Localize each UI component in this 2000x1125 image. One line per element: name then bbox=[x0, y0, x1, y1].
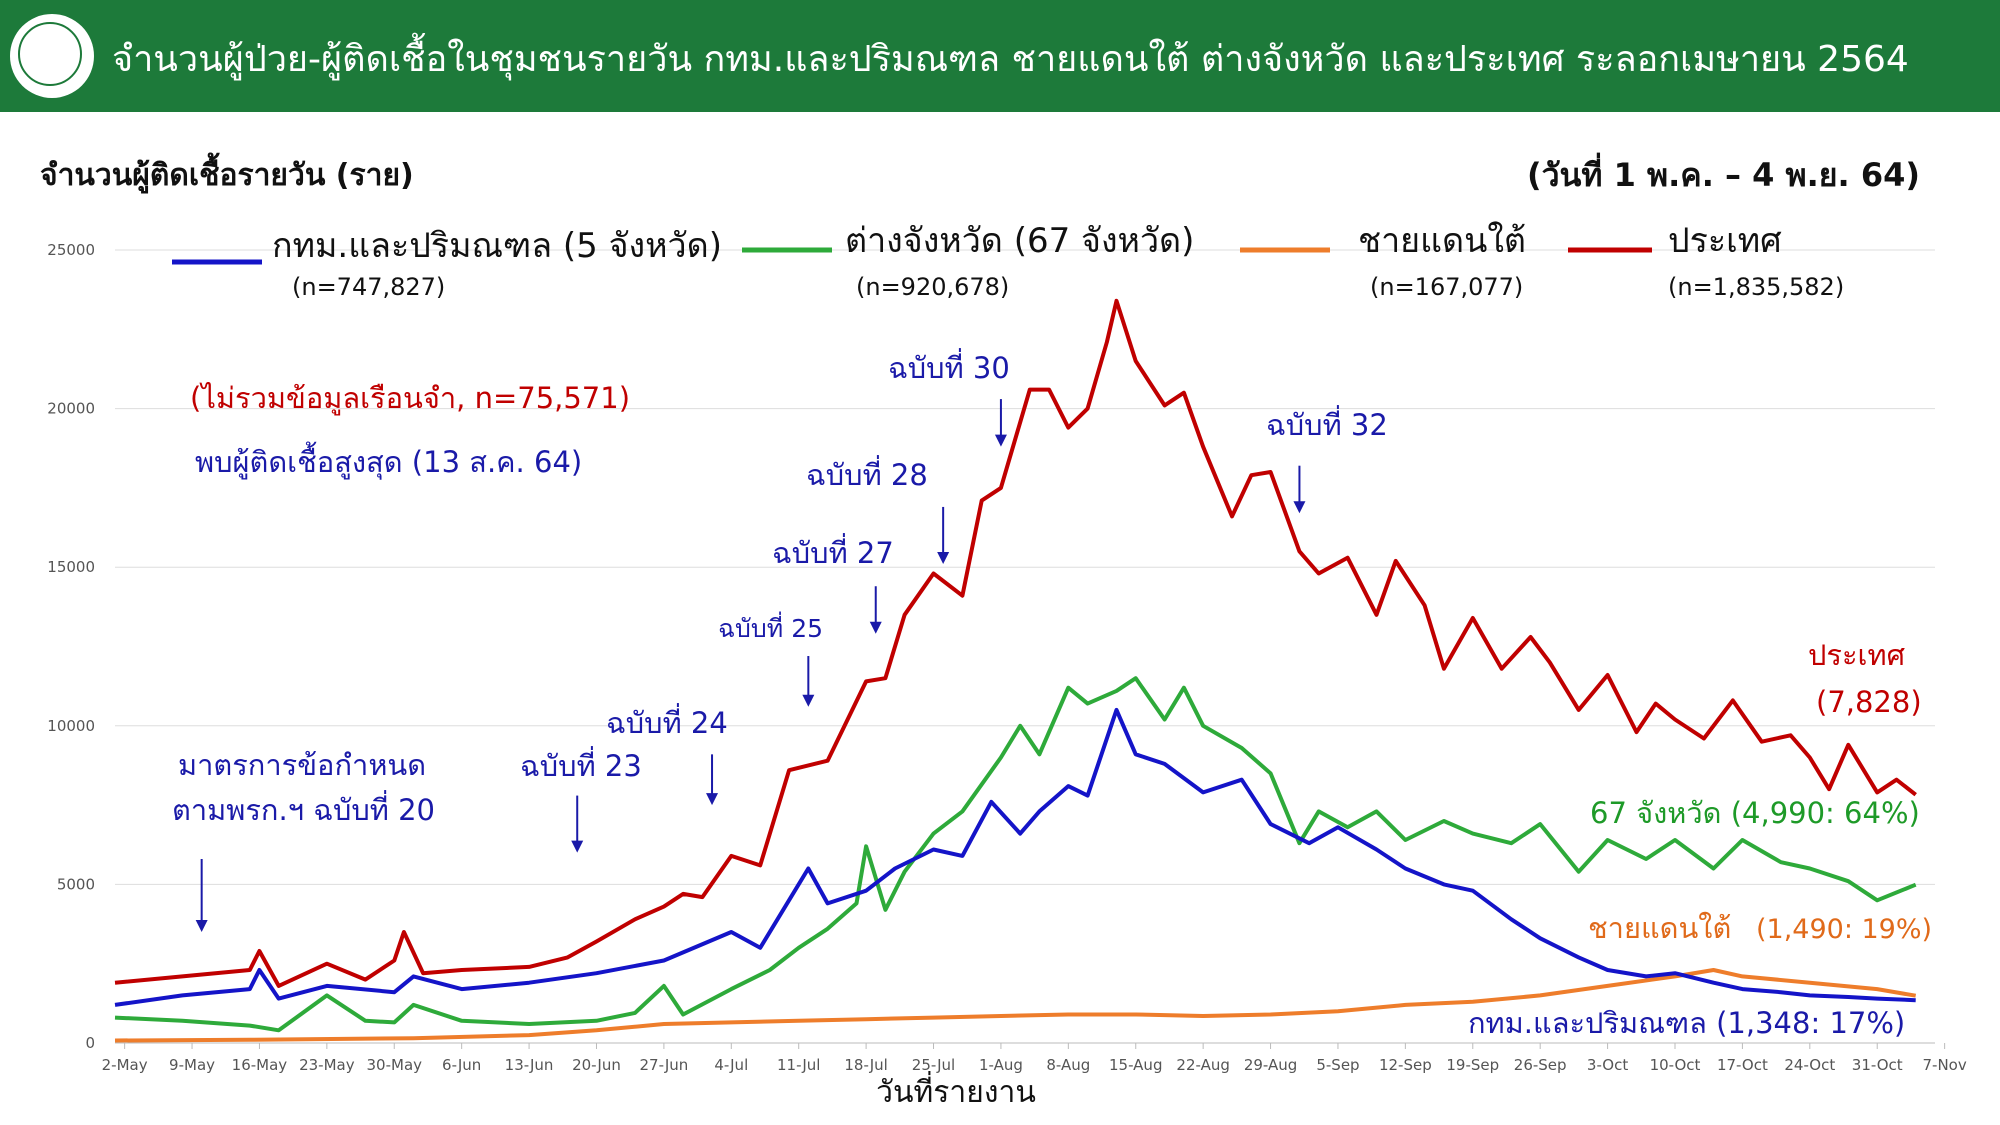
down-arrow-icon bbox=[869, 586, 882, 634]
x-tick-label: 10-Oct bbox=[1650, 1056, 1701, 1074]
y-tick-label: 0 bbox=[85, 1034, 95, 1052]
down-arrow-icon bbox=[937, 506, 950, 565]
legend-label-bkk: กทม.และปริมณฑล (5 จังหวัด) bbox=[272, 226, 722, 266]
series-line-bkk bbox=[114, 707, 1916, 1007]
grid-lines bbox=[115, 249, 1935, 1044]
date-range-label: (วันที่ 1 พ.ค. – 4 พ.ย. 64) bbox=[1526, 156, 1920, 194]
y-tick-label: 20000 bbox=[47, 400, 95, 418]
down-arrow-icon bbox=[994, 399, 1007, 447]
issue-30-label: ฉบับที่ 30 bbox=[888, 348, 1010, 385]
x-tick-label: 29-Aug bbox=[1244, 1056, 1297, 1074]
legend-n-country: (n=1,835,582) bbox=[1668, 273, 1844, 301]
series-line-country bbox=[114, 298, 1917, 988]
issue-28-label: ฉบับที่ 28 bbox=[806, 455, 928, 492]
legend-label-country: ประเทศ bbox=[1668, 221, 1782, 261]
y-tick-label: 5000 bbox=[57, 875, 95, 893]
x-tick-label: 6-Jun bbox=[442, 1056, 481, 1074]
page-title: จำนวนผู้ป่วย-ผู้ติดเชื้อในชุมชนรายวัน กท… bbox=[112, 39, 1909, 80]
x-tick-label: 3-Oct bbox=[1587, 1056, 1628, 1074]
x-tick-label: 2-May bbox=[102, 1056, 148, 1074]
peak-note: พบผู้ติดเชื้อสูงสุด (13 ส.ค. 64) bbox=[195, 441, 582, 480]
issue-23-label: ฉบับที่ 23 bbox=[520, 746, 642, 783]
issue-32-label: ฉบับที่ 32 bbox=[1266, 405, 1388, 442]
x-tick-label: 20-Jun bbox=[572, 1056, 621, 1074]
x-tick-label: 27-Jun bbox=[639, 1056, 688, 1074]
provinces-end-label: 67 จังหวัด (4,990: 64%) bbox=[1590, 796, 1920, 830]
down-arrow-icon bbox=[1293, 465, 1306, 514]
country-end-value: (7,828) bbox=[1816, 685, 1922, 719]
y-axis-unit-label: จำนวนผู้ติดเชื้อรายวัน (ราย) bbox=[40, 158, 414, 193]
issue-24-label: ฉบับที่ 24 bbox=[606, 703, 728, 740]
x-tick-label: 24-Oct bbox=[1784, 1056, 1835, 1074]
x-tick-label: 23-May bbox=[299, 1056, 355, 1074]
x-tick-label: 25-Jul bbox=[912, 1056, 955, 1074]
x-tick-label: 13-Jun bbox=[505, 1056, 554, 1074]
x-tick-label: 4-Jul bbox=[714, 1056, 748, 1074]
y-tick-label: 15000 bbox=[47, 558, 95, 576]
x-tick-label: 16-May bbox=[232, 1056, 288, 1074]
x-tick-label: 7-Nov bbox=[1923, 1056, 1967, 1074]
x-tick-label: 5-Sep bbox=[1316, 1056, 1359, 1074]
down-arrow-icon bbox=[706, 754, 719, 806]
legend-label-south: ชายแดนใต้ bbox=[1358, 221, 1526, 261]
annotations: (ไม่รวมข้อมูลเรือนจำ, n=75,571) พบผู้ติด… bbox=[172, 348, 1932, 1040]
y-axis-ticks: 0 5000 10000 15000 20000 25000 bbox=[47, 241, 95, 1052]
series-line-south bbox=[114, 968, 1917, 1043]
x-tick-label: 19-Sep bbox=[1446, 1056, 1499, 1074]
x-tick-label: 8-Aug bbox=[1046, 1056, 1090, 1074]
title-bar: จำนวนผู้ป่วย-ผู้ติดเชื้อในชุมชนรายวัน กท… bbox=[0, 0, 2000, 112]
x-tick-label: 18-Jul bbox=[844, 1056, 887, 1074]
legend-n-provinces: (n=920,678) bbox=[856, 273, 1009, 301]
issue-25-label: ฉบับที่ 25 bbox=[718, 611, 823, 643]
x-tick-label: 26-Sep bbox=[1514, 1056, 1567, 1074]
moph-logo bbox=[10, 14, 94, 98]
x-axis-title: วันที่รายงาน bbox=[876, 1071, 1036, 1110]
series-lines bbox=[114, 298, 1917, 1043]
bkk-end-label: กทม.และปริมณฑล (1,348: 17%) bbox=[1468, 1006, 1905, 1040]
legend-n-bkk: (n=747,827) bbox=[292, 273, 445, 301]
series-line-provinces bbox=[114, 676, 1917, 1033]
measure-label-line1: มาตรการข้อกำหนด bbox=[178, 748, 426, 782]
down-arrow-icon bbox=[195, 859, 208, 932]
south-end-label: ชายแดนใต้ bbox=[1588, 911, 1731, 945]
country-end-label: ประเทศ bbox=[1808, 638, 1906, 672]
y-tick-label: 25000 bbox=[47, 241, 95, 259]
x-tick-label: 9-May bbox=[169, 1056, 215, 1074]
legend: กทม.และปริมณฑล (5 จังหวัด) (n=747,827) ต… bbox=[172, 221, 1844, 301]
x-tick-label: 1-Aug bbox=[979, 1056, 1023, 1074]
measure-label-line2: ตามพรก.ฯ ฉบับที่ 20 bbox=[172, 790, 435, 827]
down-arrow-icon bbox=[802, 656, 815, 707]
x-axis-ticks: 2-May 9-May 16-May 23-May 30-May 6-Jun 13-Jun 2… bbox=[102, 1043, 1967, 1074]
x-tick-label: 15-Aug bbox=[1109, 1056, 1162, 1074]
legend-label-provinces: ต่างจังหวัด (67 จังหวัด) bbox=[845, 221, 1194, 261]
south-end-value: (1,490: 19%) bbox=[1756, 914, 1932, 945]
x-tick-label: 31-Oct bbox=[1852, 1056, 1903, 1074]
prison-exclusion-note: (ไม่รวมข้อมูลเรือนจำ, n=75,571) bbox=[190, 381, 630, 416]
x-tick-label: 30-May bbox=[367, 1056, 423, 1074]
y-tick-label: 10000 bbox=[47, 717, 95, 735]
legend-n-south: (n=167,077) bbox=[1370, 273, 1523, 301]
x-tick-label: 12-Sep bbox=[1379, 1056, 1432, 1074]
x-tick-label: 22-Aug bbox=[1176, 1056, 1229, 1074]
issue-27-label: ฉบับที่ 27 bbox=[772, 533, 894, 570]
event-arrows bbox=[195, 399, 1306, 932]
x-tick-label: 17-Oct bbox=[1717, 1056, 1768, 1074]
down-arrow-icon bbox=[571, 795, 584, 853]
x-tick-label: 11-Jul bbox=[777, 1056, 820, 1074]
